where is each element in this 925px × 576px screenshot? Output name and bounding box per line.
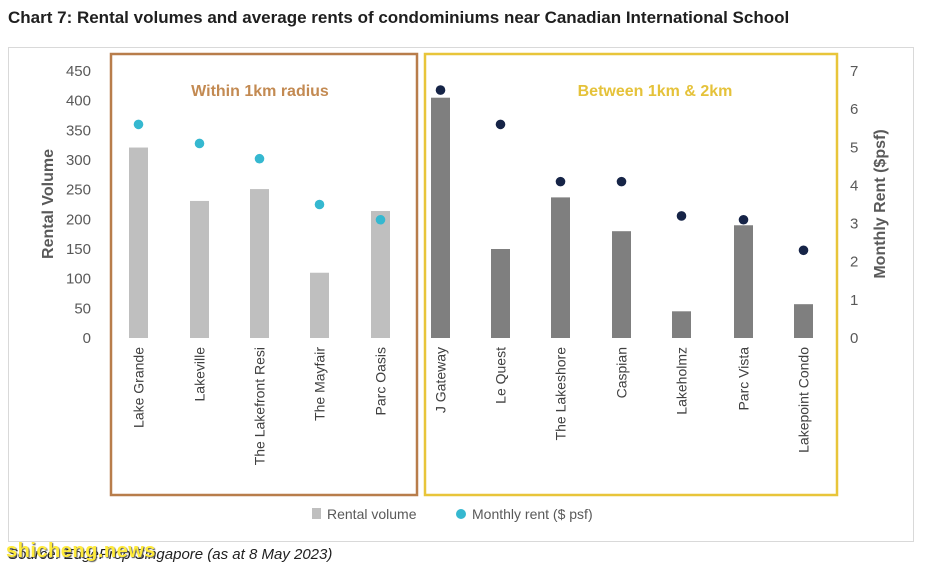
bar-lakeholmz <box>672 311 691 338</box>
dot-series <box>133 85 809 256</box>
legend-swatch-monthly-rent <box>456 509 466 519</box>
bar-parc-oasis <box>371 211 390 338</box>
legend: Rental volume Monthly rent ($ psf) <box>312 506 593 522</box>
y-axis-left-label: Rental Volume <box>40 149 57 259</box>
dot-caspian <box>616 176 627 187</box>
y-tick-right-0: 0 <box>850 330 858 347</box>
x-label-le-quest: Le Quest <box>493 347 509 404</box>
x-label-caspian: Caspian <box>614 347 630 398</box>
y-axis-left-ticks: 450 400 350 300 250 200 150 100 50 0 <box>66 63 91 347</box>
legend-swatch-rental-volume <box>312 508 321 519</box>
x-label-the-lakeshore: The Lakeshore <box>553 347 569 441</box>
y-tick-right-5: 5 <box>850 139 858 156</box>
x-label-lakeholmz: Lakeholmz <box>674 347 690 415</box>
y-tick-left-450: 450 <box>66 63 91 80</box>
legend-label-monthly-rent: Monthly rent ($ psf) <box>472 506 593 522</box>
group-label-within-1km: Within 1km radius <box>191 83 329 100</box>
y-axis-right-ticks: 7 6 5 4 3 2 1 0 <box>850 63 858 347</box>
y-tick-left-50: 50 <box>74 300 91 317</box>
x-label-parc-oasis: Parc Oasis <box>373 347 389 415</box>
y-tick-left-200: 200 <box>66 211 91 228</box>
chart-frame <box>8 47 914 542</box>
y-tick-right-4: 4 <box>850 177 858 194</box>
group-box-between-1-2km <box>423 52 839 497</box>
y-tick-left-400: 400 <box>66 93 91 110</box>
x-label-the-lakefront-resi: The Lakefront Resi <box>252 347 268 465</box>
dot-the-lakeshore <box>555 176 566 187</box>
x-label-lakepoint-condo: Lakepoint Condo <box>796 347 812 453</box>
y-tick-left-150: 150 <box>66 241 91 258</box>
dot-parc-vista <box>738 214 749 225</box>
x-label-j-gateway: J Gateway <box>433 347 449 413</box>
chart-title: Chart 7: Rental volumes and average rent… <box>8 8 790 27</box>
y-tick-left-300: 300 <box>66 152 91 169</box>
bar-the-lakefront-resi <box>250 189 269 338</box>
bar-the-lakeshore <box>551 197 570 338</box>
bar-the-mayfair <box>310 272 329 338</box>
dot-lakeville <box>194 138 205 149</box>
y-tick-right-6: 6 <box>850 101 858 118</box>
y-tick-right-1: 1 <box>850 292 858 309</box>
y-tick-left-350: 350 <box>66 122 91 139</box>
bar-series <box>129 97 813 338</box>
bar-j-gateway <box>431 97 450 338</box>
legend-label-rental-volume: Rental volume <box>327 506 417 522</box>
bar-lakepoint-condo <box>794 304 813 338</box>
dot-lakeholmz <box>676 211 687 221</box>
source-note: Source: EdgeProp Singapore (as at 8 May … <box>8 546 333 563</box>
x-label-parc-vista: Parc Vista <box>736 347 752 411</box>
bar-caspian <box>612 231 631 338</box>
y-tick-right-3: 3 <box>850 216 858 233</box>
dot-lake-grande <box>133 119 144 130</box>
dot-le-quest <box>495 119 506 130</box>
x-label-lake-grande: Lake Grande <box>131 347 147 428</box>
y-tick-left-250: 250 <box>66 182 91 199</box>
y-tick-left-100: 100 <box>66 271 91 288</box>
y-tick-right-2: 2 <box>850 254 858 271</box>
dot-the-mayfair <box>314 199 325 210</box>
y-tick-left-0: 0 <box>83 330 91 347</box>
x-label-lakeville: Lakeville <box>192 347 208 402</box>
group-label-between-1-2km: Between 1km & 2km <box>578 83 733 100</box>
bar-lakeville <box>190 200 209 338</box>
dot-lakepoint-condo <box>798 245 809 256</box>
group-box-within-1km <box>109 52 419 497</box>
x-label-the-mayfair: The Mayfair <box>312 347 328 421</box>
dot-parc-oasis <box>375 214 386 225</box>
bar-parc-vista <box>734 225 753 338</box>
y-axis-right-label: Monthly Rent ($psf) <box>872 129 889 278</box>
x-axis-labels: Lake Grande Lakeville The Lakefront Resi Th… <box>131 347 812 466</box>
y-tick-right-7: 7 <box>850 63 858 80</box>
bar-lake-grande <box>129 147 148 338</box>
bar-le-quest <box>491 249 510 338</box>
dot-j-gateway <box>435 85 446 95</box>
watermark: shicheng.news <box>6 540 156 562</box>
dot-the-lakefront-resi <box>254 153 265 164</box>
